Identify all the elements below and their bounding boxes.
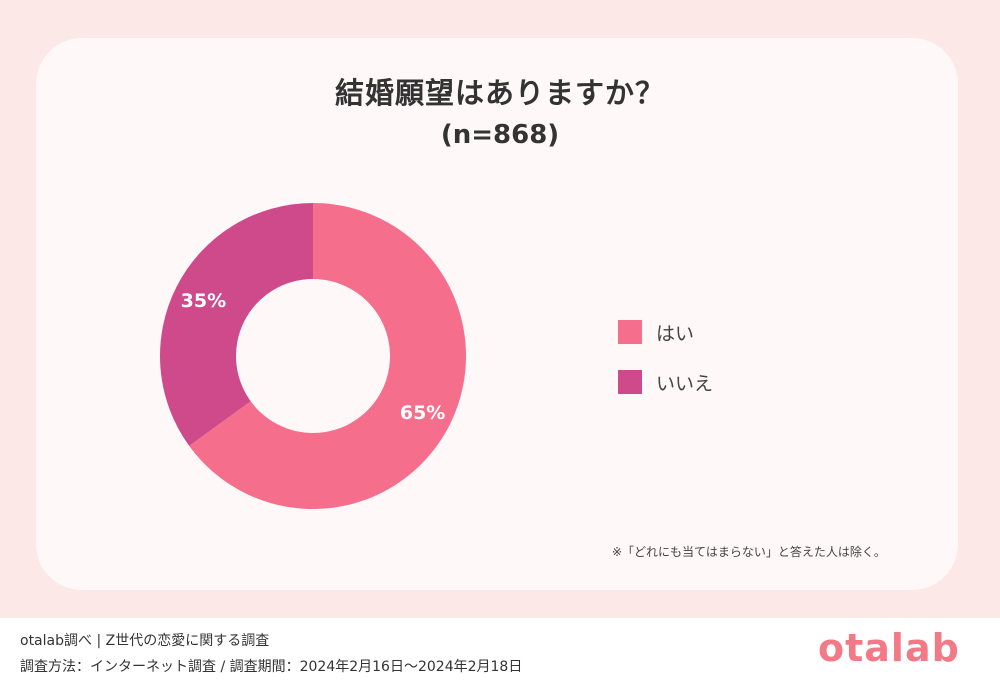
otalab-logo: otalab [818,626,960,670]
legend-item-yes: はい [618,318,713,346]
data-label-yes: 65% [400,402,445,424]
slice-no [160,203,313,446]
legend: はい いいえ [618,318,713,418]
legend-swatch-no [618,370,642,394]
exclusion-note: ※「どれにも当てはまらない」と答えた人は除く。 [612,545,886,559]
data-label-no: 35% [181,290,226,312]
legend-swatch-yes [618,320,642,344]
footer-source: otalab調べ | Z世代の恋愛に関する調査 [20,633,270,649]
chart-title: 結婚願望はありますか？ [334,76,665,110]
slice-yes [189,203,466,509]
legend-label-no: いいえ [656,372,714,395]
footer: otalab調べ | Z世代の恋愛に関する調査 調査方法：インターネット調査 /… [0,618,1000,682]
legend-label-yes: はい [656,322,695,345]
footer-method: 調査方法：インターネット調査 / 調査期間：2024年2月16日〜2024年2月… [20,659,523,675]
chart-subtitle: (n=868) [440,120,560,150]
legend-item-no: いいえ [618,368,713,396]
